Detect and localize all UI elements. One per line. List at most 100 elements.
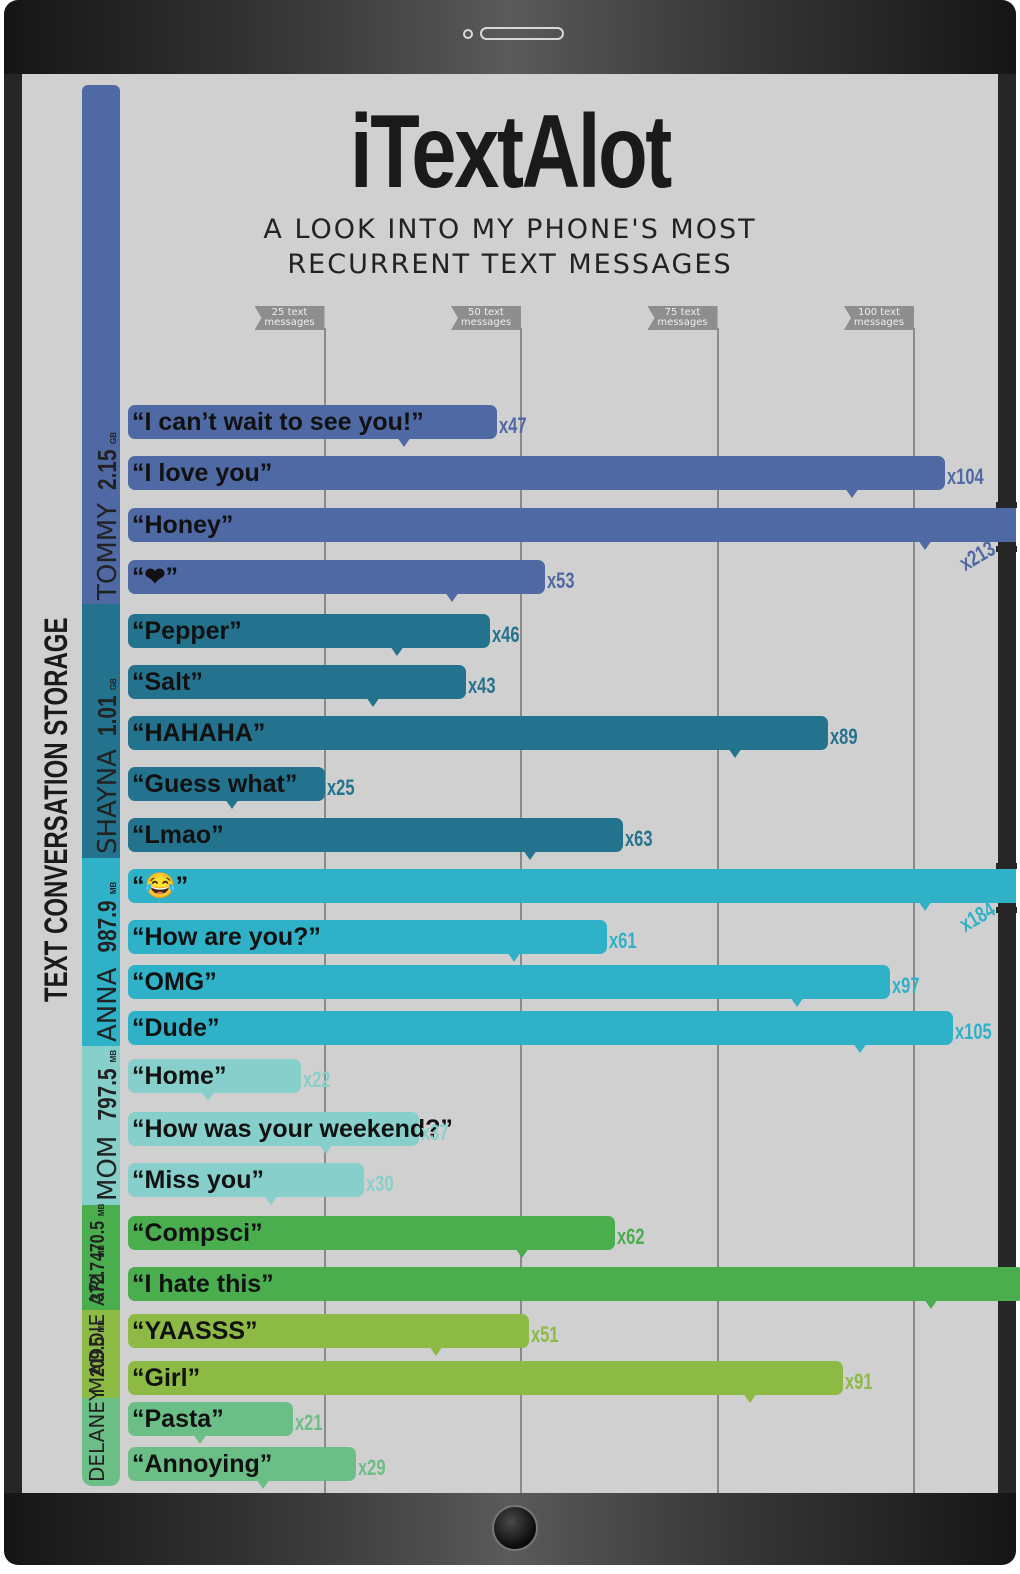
bubble-tail [515, 1248, 530, 1258]
bubble-tail [918, 901, 932, 911]
contact-name: DELANEY [85, 1382, 109, 1482]
message-count-label: x22 [302, 1067, 331, 1092]
message-text: “HAHAHA” [132, 719, 266, 747]
subtitle-line-2: RECURRENT TEXT MESSAGES [287, 249, 733, 280]
contact-segment-anna [82, 858, 120, 1046]
bubble-tail [918, 540, 932, 550]
gridline [323, 328, 326, 1493]
message-bubble: “I hate this” [128, 1267, 1020, 1309]
message-text: “Annoying” [132, 1450, 273, 1478]
speaker-grille-icon [480, 27, 564, 40]
x-tick-label: 25 text messages [254, 306, 325, 330]
message-text: “I love you” [132, 459, 273, 487]
bubble-tail [845, 488, 860, 498]
bubble-tail [318, 1144, 333, 1154]
gridline [520, 328, 522, 1493]
phone-bottom-bezel [4, 1493, 1016, 1565]
camera-icon [463, 29, 473, 39]
message-count-label: x21 [295, 1410, 323, 1435]
message-bubble: “I love you” [128, 456, 946, 498]
bubble-tail [389, 646, 404, 656]
message-bubble: “Guess what” [128, 767, 325, 809]
contact-label-mom: MOM 797.5 MB [92, 1050, 123, 1201]
x-tick-label-line1: 100 text [857, 307, 900, 318]
contact-segment-mom [82, 1046, 120, 1205]
contact-segment-maddie [82, 1310, 120, 1398]
x-tick-label-line2: messages [657, 317, 708, 328]
bubble-tail [727, 748, 742, 758]
gridline [716, 328, 719, 1493]
message-text: “Girl” [132, 1364, 201, 1392]
message-count-label: x89 [829, 724, 858, 749]
message-text: “Lmao” [132, 821, 224, 849]
bubble-tail [428, 1346, 443, 1356]
bubble-tail [365, 697, 380, 707]
message-bubble: “Lmao” [128, 818, 624, 860]
contact-name: ANNA [93, 959, 123, 1042]
message-text: “I can’t wait to see you!” [132, 408, 424, 436]
message-count-label: x61 [609, 928, 637, 953]
message-count-label: x97 [892, 973, 920, 998]
message-count-label: x37 [420, 1120, 449, 1145]
contact-segment-shayna [82, 604, 120, 858]
message-count-label: x29 [357, 1455, 386, 1480]
storage-axis-label: TEXT CONVERSATION STORAGE [38, 617, 74, 1002]
contact-storage-value: 372.7 [87, 1262, 109, 1303]
message-bubble: “😂” [128, 869, 1016, 911]
x-tick-label-line1: 25 text [271, 307, 308, 318]
message-count-label: x47 [499, 413, 527, 438]
x-tick-label: 50 text messages [451, 306, 521, 330]
bubble-tail [263, 1195, 278, 1205]
contact-label-tommy: TOMMY 2.15 GB [92, 432, 123, 600]
message-count-label: x25 [326, 775, 355, 800]
bubble-tail [507, 952, 522, 962]
contact-storage-unit: MB [97, 1319, 106, 1333]
message-bubble: “HAHAHA” [128, 716, 828, 758]
contact-storage-value: 987.9 [92, 900, 122, 953]
message-bubble: “Annoying” [128, 1447, 356, 1489]
x-tick-label-line1: 50 text [468, 307, 504, 318]
message-count-label: x51 [530, 1322, 559, 1347]
contact-name: TOMMY [93, 494, 123, 600]
overflow-break-mark [996, 907, 1018, 913]
bubble-tail [853, 1043, 868, 1053]
bubble-tail [255, 1479, 270, 1489]
message-bubble: “Pepper” [128, 614, 490, 656]
x-tick-label: 100 text messages [844, 306, 914, 330]
message-count-label: x104 [947, 464, 985, 489]
phone-left-bezel [4, 74, 22, 1493]
gridline [913, 328, 915, 1493]
message-text: “Pasta” [132, 1405, 224, 1433]
page-title: iTextAlot [350, 94, 672, 210]
message-bubble: “Miss you” [128, 1163, 364, 1205]
message-text: “Honey” [132, 511, 234, 539]
contact-storage-unit: MB [109, 881, 118, 895]
contact-label-delaney: DELANEY 209.5 MB [85, 1320, 110, 1482]
message-text: “Miss you” [132, 1166, 264, 1194]
x-tick-label: 75 text messages [647, 306, 718, 330]
message-count-label: x43 [467, 673, 496, 698]
bubble-tail [924, 1299, 939, 1309]
message-text: “❤” [132, 563, 178, 591]
contact-storage-unit: MB [97, 1244, 106, 1258]
message-bubble: “YAASSS” [128, 1314, 529, 1356]
x-tick-label-line2: messages [264, 317, 315, 328]
x-tick-label-line1: 75 text [664, 307, 701, 318]
message-bubble: “❤” [128, 560, 545, 602]
contact-storage-unit: GB [109, 432, 118, 445]
message-text: “Pepper” [132, 617, 242, 645]
message-text: “How was your weekend?” [132, 1115, 453, 1143]
message-bubble: “Honey” [128, 508, 1016, 550]
message-text: “Guess what” [132, 770, 298, 798]
message-bubble: “How are you?” [128, 920, 608, 962]
bubble-tail [523, 850, 538, 860]
message-count-label: x30 [365, 1171, 394, 1196]
contact-storage-value: 797.5 [92, 1068, 122, 1121]
contact-segment-delaney [82, 1398, 120, 1486]
overflow-break-mark [996, 546, 1018, 552]
contact-storage-value: 2.15 [92, 449, 122, 490]
message-text: “Dude” [132, 1014, 220, 1042]
contact-storage-unit: MB [97, 1203, 106, 1217]
contact-name: SHAYNA [93, 740, 123, 854]
home-button-icon[interactable] [492, 1505, 538, 1551]
